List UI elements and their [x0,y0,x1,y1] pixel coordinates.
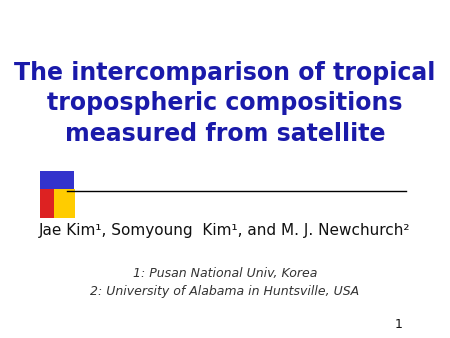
Text: 1: 1 [395,318,402,331]
Text: The intercomparison of tropical
tropospheric compositions
measured from satellit: The intercomparison of tropical troposph… [14,61,436,146]
Text: Jae Kim¹, Somyoung  Kim¹, and M. J. Newchurch²: Jae Kim¹, Somyoung Kim¹, and M. J. Newch… [39,223,411,238]
Text: 1: Pusan National Univ, Korea
2: University of Alabama in Huntsville, USA: 1: Pusan National Univ, Korea 2: Univers… [90,267,360,298]
Bar [40,171,74,218]
Bar [54,189,75,218]
Bar [40,189,61,218]
